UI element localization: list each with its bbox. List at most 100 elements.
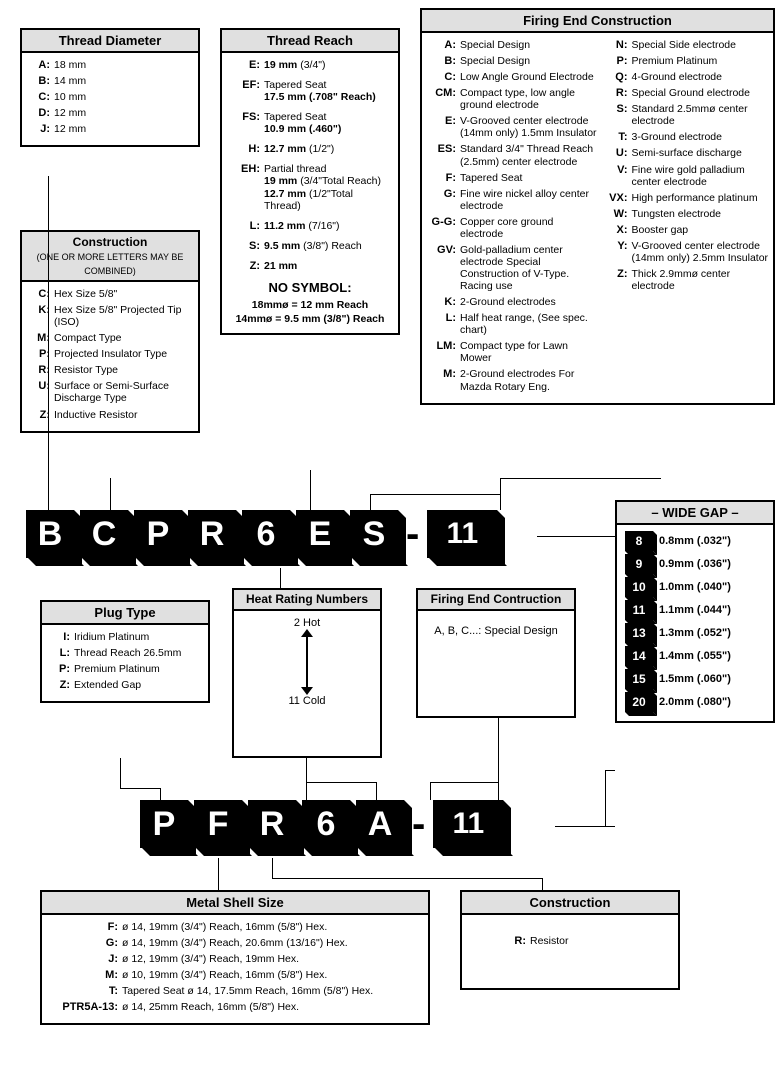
list-item: EF:Tapered Seat17.5 mm (.708" Reach) — [230, 79, 390, 103]
code-block-face: B — [26, 510, 74, 558]
code-label: P: — [30, 348, 54, 360]
list-item: U:Surface or Semi-Surface Discharge Type — [30, 380, 190, 404]
code-block: C — [80, 510, 128, 558]
code-block: A — [356, 800, 404, 848]
heat-rating-title: Heat Rating Numbers — [234, 590, 380, 611]
code-desc: Tapered Seat ø 14, 17.5mm Reach, 16mm (5… — [122, 985, 420, 997]
code-label: J: — [50, 953, 122, 965]
dash: - — [404, 512, 421, 557]
no-symbol-line: 18mmø = 12 mm Reach — [230, 299, 390, 311]
code-desc: 2-Ground electrodes For Mazda Rotary Eng… — [460, 368, 598, 392]
code-block: P — [134, 510, 182, 558]
code-desc: Thread Reach 26.5mm — [74, 647, 200, 659]
code-desc: Special Design — [460, 39, 598, 51]
list-item: H:12.7 mm (1/2") — [230, 143, 390, 155]
list-item: C:10 mm — [30, 91, 190, 103]
gap-item: 9 0.9mm (.036") — [625, 554, 765, 574]
code-desc: Partial thread19 mm (3/4"Total Reach)12.… — [264, 163, 390, 211]
code-desc: ø 10, 19mm (3/4") Reach, 16mm (5/8") Hex… — [122, 969, 420, 981]
code-block: 6 — [302, 800, 350, 848]
list-item: L:Half heat range, (See spec. chart) — [426, 312, 598, 336]
code-label: J: — [30, 123, 54, 135]
code-label: G: — [50, 937, 122, 949]
code-desc: ø 14, 25mm Reach, 16mm (5/8") Hex. — [122, 1001, 420, 1013]
code-label: I: — [50, 631, 74, 643]
list-item: L:11.2 mm (7/16") — [230, 220, 390, 232]
code-desc: 10 mm — [54, 91, 190, 103]
code-desc: Compact Type — [54, 332, 190, 344]
no-symbol-title: NO SYMBOL: — [230, 280, 390, 295]
construction-2-desc: Resistor — [530, 935, 670, 947]
list-item: U:Semi-surface discharge — [598, 147, 770, 159]
code-desc: Hex Size 5/8" Projected Tip (ISO) — [54, 304, 190, 328]
code-label: Z: — [230, 260, 264, 272]
code-label: S: — [598, 103, 632, 115]
list-item: M:2-Ground electrodes For Mazda Rotary E… — [426, 368, 598, 392]
code-desc: 4-Ground electrode — [632, 71, 770, 83]
list-item: C:Hex Size 5/8" — [30, 288, 190, 300]
gap-chip: 9 — [625, 554, 653, 574]
list-item: X:Booster gap — [598, 224, 770, 236]
code-label: Z: — [50, 679, 74, 691]
list-item: L:Thread Reach 26.5mm — [50, 647, 200, 659]
thread-diameter-title: Thread Diameter — [22, 30, 198, 53]
code-block: R — [248, 800, 296, 848]
code-desc: 14 mm — [54, 75, 190, 87]
list-item: Z:Thick 2.9mmø center electrode — [598, 268, 770, 292]
gap-desc: 0.9mm (.036") — [659, 558, 731, 570]
code-desc: Premium Platinum — [632, 55, 770, 67]
code-block-face: A — [356, 800, 404, 848]
code-desc: Thick 2.9mmø center electrode — [632, 268, 770, 292]
code-strip-1: BCPR6ES-11 — [26, 510, 497, 558]
list-item: E:19 mm (3/4") — [230, 59, 390, 71]
firing-end-title: Firing End Construction — [422, 10, 773, 33]
code-desc: Iridium Platinum — [74, 631, 200, 643]
code-desc: 12 mm — [54, 123, 190, 135]
code-block: P — [140, 800, 188, 848]
list-item: A:18 mm — [30, 59, 190, 71]
gap-item: 101.0mm (.040") — [625, 577, 765, 597]
gap-item: 141.4mm (.055") — [625, 646, 765, 666]
code-block-face: P — [134, 510, 182, 558]
code-label: U: — [598, 147, 632, 159]
code-desc: 2-Ground electrodes — [460, 296, 598, 308]
gap-item: 151.5mm (.060") — [625, 669, 765, 689]
code-desc: Standard 2.5mmø center electrode — [632, 103, 770, 127]
code-desc: Tapered Seat10.9 mm (.460") — [264, 111, 390, 135]
code-desc: ø 14, 19mm (3/4") Reach, 16mm (5/8") Hex… — [122, 921, 420, 933]
gap-chip: 10 — [625, 577, 653, 597]
code-desc: Tungsten electrode — [632, 208, 770, 220]
list-item: M:ø 10, 19mm (3/4") Reach, 16mm (5/8") H… — [50, 969, 420, 981]
code-desc: Fine wire gold palladium center electrod… — [632, 164, 770, 188]
list-item: Z:21 mm — [230, 260, 390, 272]
plug-type-panel: Plug Type I:Iridium PlatinumL:Thread Rea… — [40, 600, 210, 703]
code-label: Y: — [598, 240, 632, 252]
code-desc: Fine wire nickel alloy center electrode — [460, 188, 598, 212]
code-desc: Compact type, low angle ground electrode — [460, 87, 598, 111]
code-label: L: — [50, 647, 74, 659]
code-desc: 9.5 mm (3/8") Reach — [264, 240, 390, 252]
code-label: S: — [230, 240, 264, 252]
metal-shell-title: Metal Shell Size — [42, 892, 428, 915]
list-item: T:3-Ground electrode — [598, 131, 770, 143]
gap-desc: 1.5mm (.060") — [659, 673, 731, 685]
heat-rating-panel: Heat Rating Numbers 2 Hot 11 Cold — [232, 588, 382, 758]
code-desc: ø 12, 19mm (3/4") Reach, 19mm Hex. — [122, 953, 420, 965]
code-block-face: 11 — [433, 800, 503, 848]
code-desc: Projected Insulator Type — [54, 348, 190, 360]
construction-2-code: R: — [470, 935, 530, 947]
list-item: Z:Inductive Resistor — [30, 409, 190, 421]
gap-desc: 0.8mm (.032") — [659, 535, 731, 547]
list-item: R:Resistor Type — [30, 364, 190, 376]
code-desc: Tapered Seat17.5 mm (.708" Reach) — [264, 79, 390, 103]
code-block: F — [194, 800, 242, 848]
code-label: C: — [426, 71, 460, 83]
code-label: B: — [30, 75, 54, 87]
code-desc: 18 mm — [54, 59, 190, 71]
code-block-face: F — [194, 800, 242, 848]
code-desc: Resistor Type — [54, 364, 190, 376]
code-label: FS: — [230, 111, 264, 123]
code-label: P: — [50, 663, 74, 675]
code-label: T: — [50, 985, 122, 997]
code-label: EF: — [230, 79, 264, 91]
